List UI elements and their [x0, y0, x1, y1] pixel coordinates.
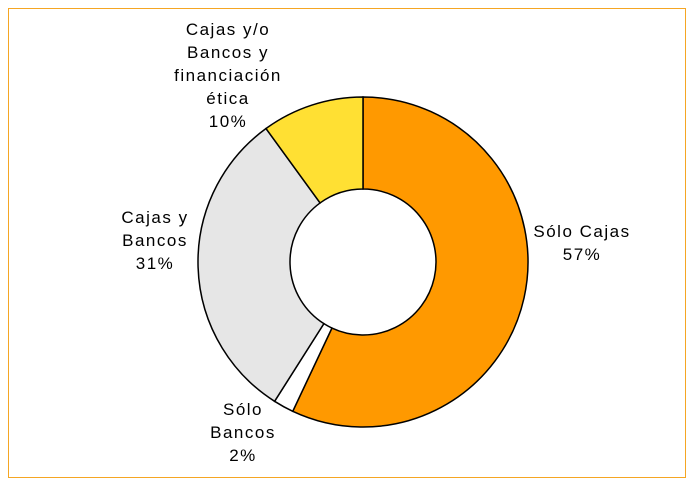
- donut-slice: [197, 127, 325, 403]
- slice-label: Cajas y Bancos 31%: [100, 206, 210, 275]
- slice-label: Sólo Bancos 2%: [193, 398, 293, 467]
- value-label: 31%: [135, 254, 175, 273]
- donut-slice: [291, 96, 529, 428]
- category-label: Sólo Cajas: [533, 222, 631, 241]
- category-label: Cajas y/o Bancos y financiación ética: [174, 20, 282, 108]
- category-label: Sólo Bancos: [210, 400, 276, 442]
- value-label: 10%: [208, 112, 248, 131]
- slice-label: Cajas y/o Bancos y financiación ética 10%: [169, 18, 287, 133]
- donut-slice: [264, 96, 364, 204]
- category-label: Cajas y Bancos: [121, 208, 189, 250]
- value-label: 2%: [229, 446, 257, 465]
- slice-label: Sólo Cajas 57%: [507, 220, 657, 266]
- value-label: 57%: [562, 245, 602, 264]
